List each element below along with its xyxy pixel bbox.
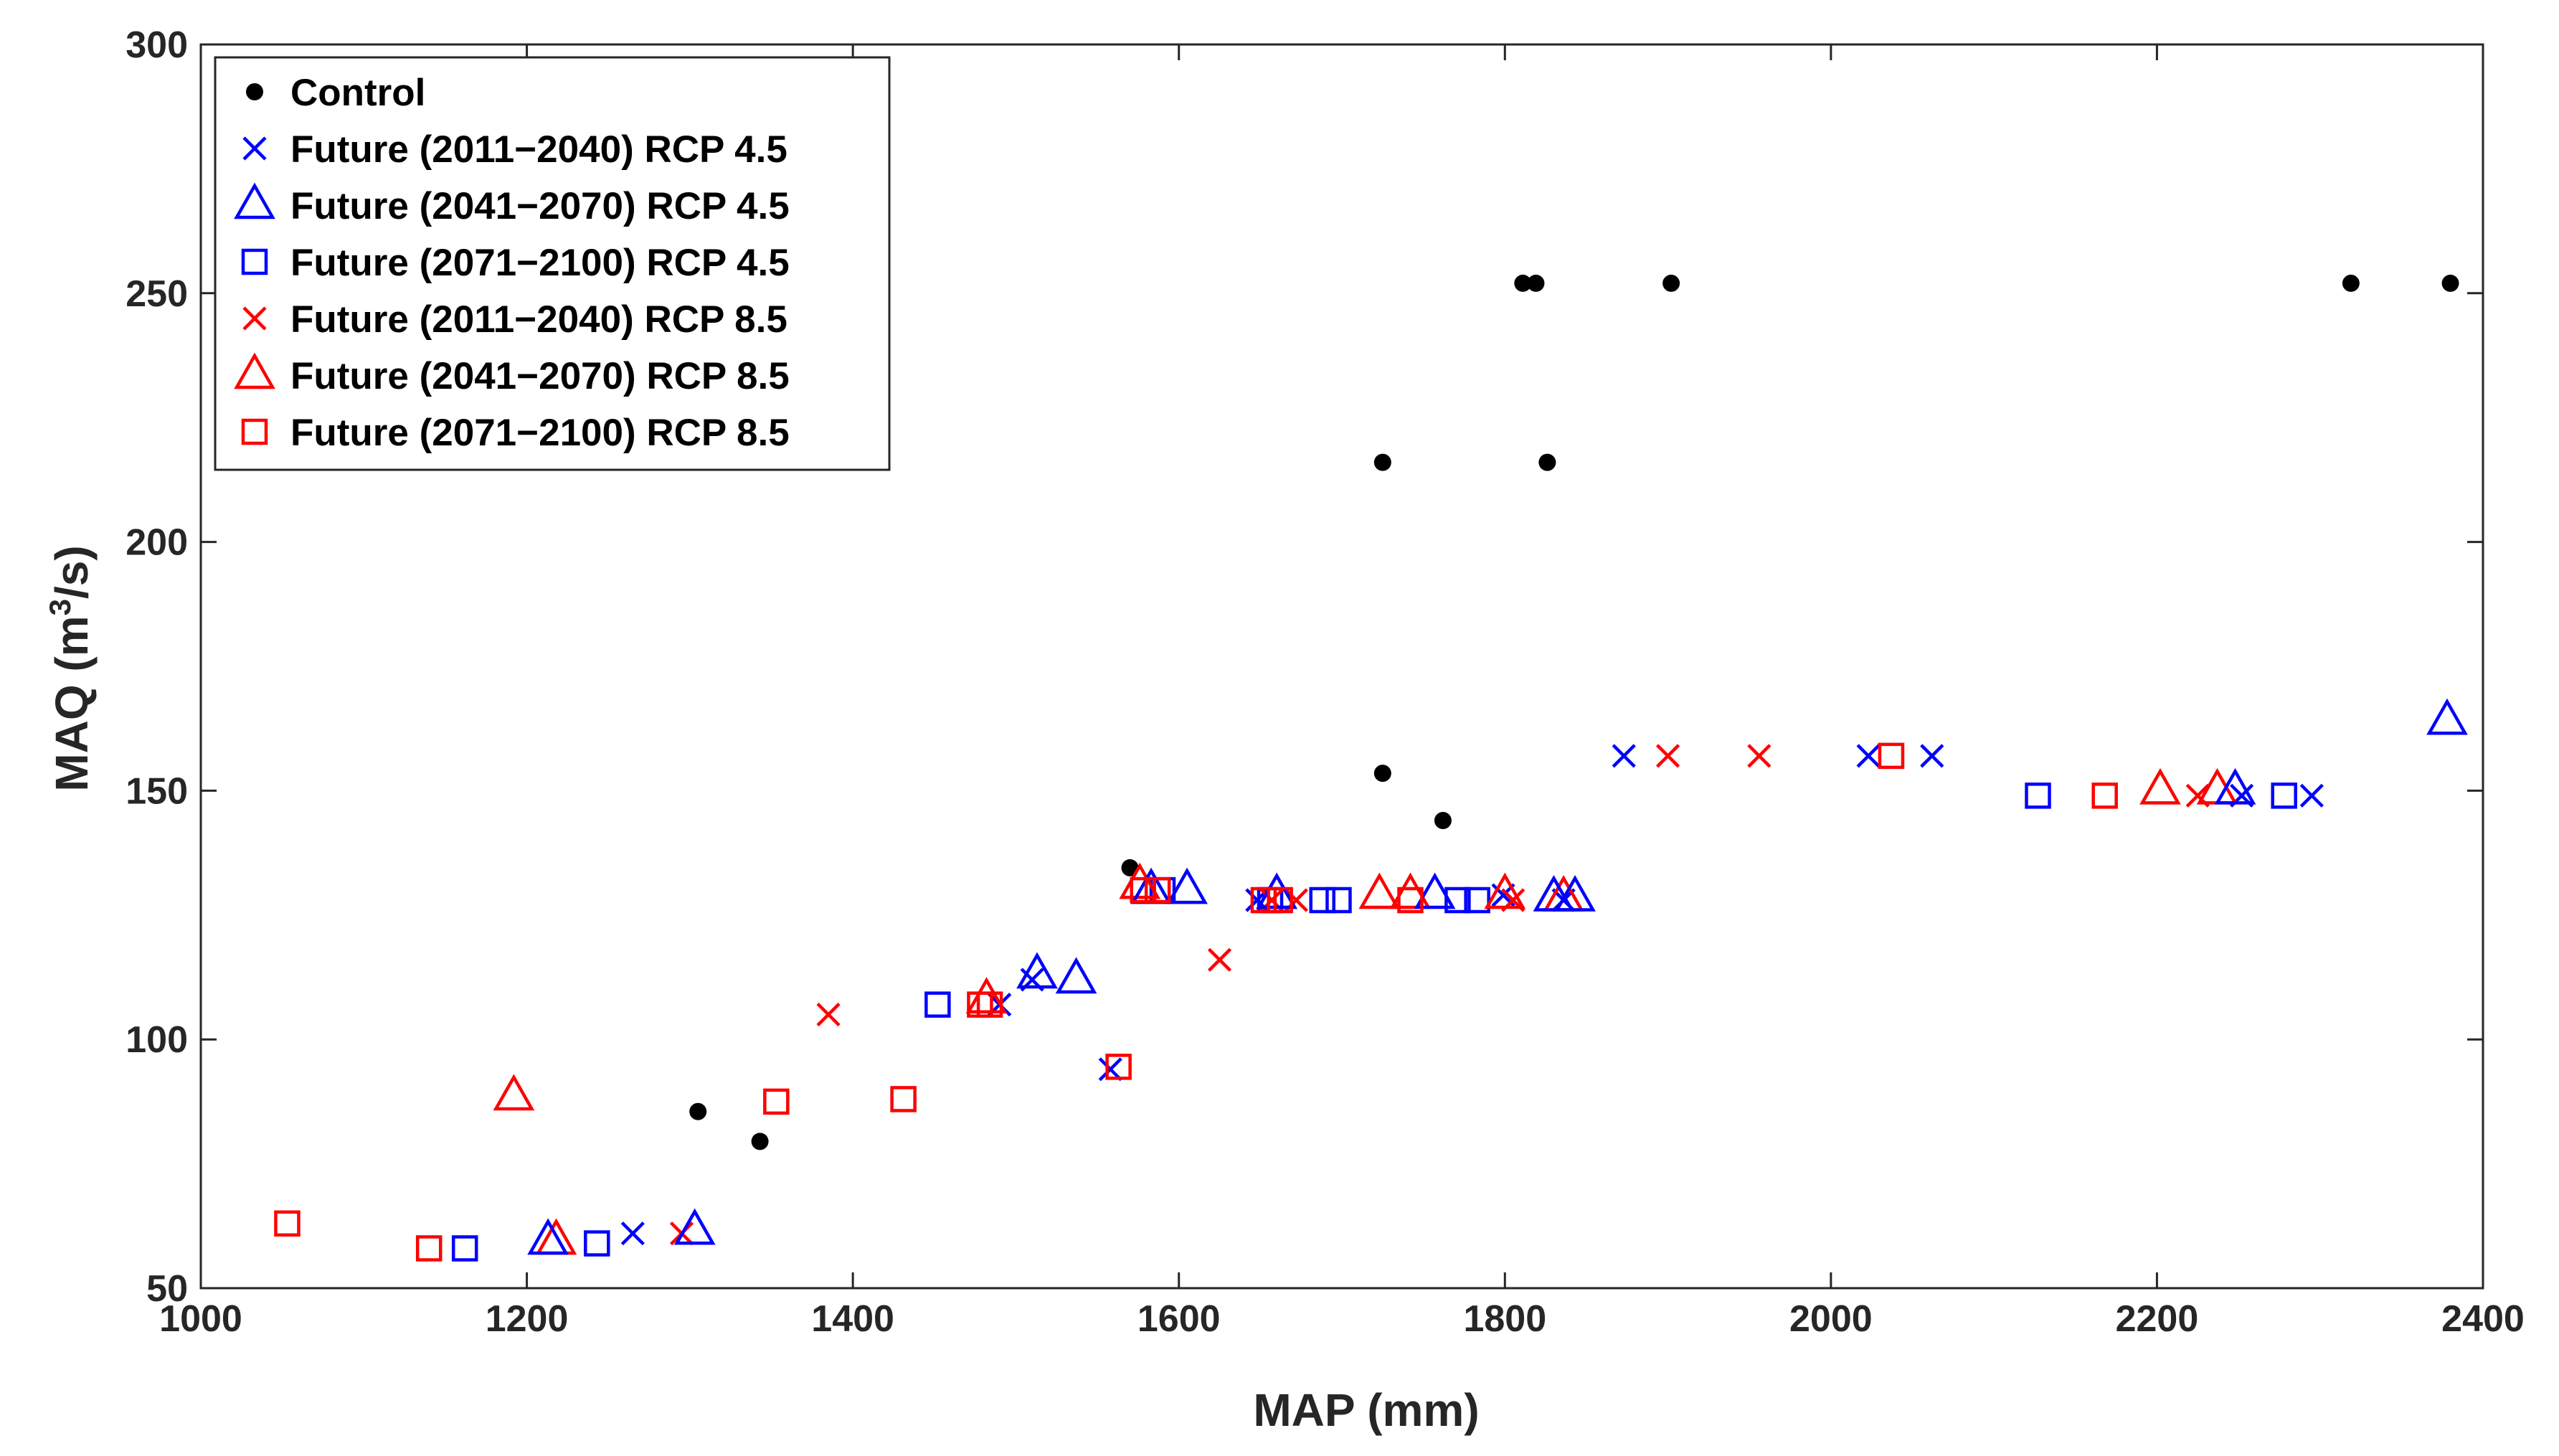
data-point	[2426, 698, 2468, 735]
y-tick-label: 250	[126, 273, 188, 315]
x-tick-label: 1000	[159, 1298, 242, 1340]
x-tick-label: 2200	[2116, 1298, 2199, 1340]
data-point	[1166, 867, 1208, 904]
data-point	[584, 1230, 610, 1257]
data-point	[527, 1218, 569, 1255]
legend: Control Future (2011−2040) RCP 4.5 Future …	[214, 56, 891, 471]
data-point	[1130, 876, 1156, 904]
data-point	[673, 1208, 716, 1245]
y-axis-title: MAQ (m3/s)	[43, 545, 98, 791]
legend-marker	[246, 83, 263, 100]
data-point	[1554, 874, 1596, 912]
data-point	[1207, 947, 1232, 972]
data-point	[1373, 765, 1391, 783]
legend-label: Future (2011−2040) RCP 8.5	[290, 298, 787, 341]
y-axis-title-tail: /s)	[46, 545, 98, 599]
data-point	[976, 991, 1003, 1018]
data-point	[1389, 872, 1432, 909]
legend-label: Future (2041−2070) RCP 8.5	[290, 355, 790, 397]
data-point	[816, 1002, 841, 1027]
data-point	[2441, 274, 2459, 292]
data-point	[1250, 887, 1277, 914]
data-point	[415, 1235, 443, 1262]
data-point	[1121, 859, 1139, 876]
axis-ticks-layer: 1000 1200 1400 1600 1800 2000 2200 2400 50 100 150…	[126, 24, 2525, 1340]
x-tick-label: 1200	[486, 1298, 569, 1340]
data-point	[1267, 887, 1293, 914]
legend-marker	[234, 352, 275, 389]
data-point	[451, 1235, 478, 1262]
data-point	[2025, 783, 2051, 809]
data-point	[1016, 952, 1058, 989]
legend-label: Future (2071−2100) RCP 4.5	[290, 242, 790, 284]
data-point	[890, 1086, 917, 1112]
y-tick-label: 50	[146, 1268, 188, 1310]
data-point	[1325, 887, 1352, 914]
y-tick-label: 300	[126, 24, 188, 66]
data-point	[1878, 742, 1905, 770]
data-point	[1144, 876, 1171, 904]
data-point	[274, 1210, 301, 1237]
data-point	[1414, 872, 1456, 909]
data-point	[1373, 453, 1391, 471]
data-point	[1105, 1054, 1132, 1080]
data-point	[1055, 957, 1097, 994]
legend-label: Future (2071−2100) RCP 8.5	[290, 412, 790, 454]
data-point	[1662, 274, 1680, 292]
data-point	[763, 1088, 790, 1115]
legend-label: Control	[290, 72, 425, 114]
data-point	[924, 991, 951, 1018]
data-point	[1464, 887, 1490, 914]
data-point	[1533, 874, 1575, 912]
data-point	[1309, 887, 1335, 914]
data-point	[1747, 744, 1772, 768]
data-point	[1612, 744, 1636, 768]
legend-marker	[242, 136, 267, 161]
data-point	[1514, 274, 1532, 292]
data-point	[1527, 274, 1545, 292]
legend-marker	[241, 248, 268, 275]
x-axis-title: MAP (mm)	[1253, 1384, 1479, 1436]
y-tick-label: 100	[126, 1019, 188, 1061]
legend-label: Future (2041−2070) RCP 4.5	[290, 185, 790, 227]
x-tick-label: 2400	[2441, 1298, 2525, 1340]
y-tick-label: 150	[126, 770, 188, 812]
data-point	[2299, 783, 2324, 808]
y-axis-title-main: MAQ (m	[46, 615, 98, 791]
legend-label: Future (2011−2040) RCP 4.5	[290, 128, 787, 171]
data-point	[2091, 783, 2118, 809]
data-point	[2271, 783, 2297, 809]
y-tick-label: 200	[126, 522, 188, 564]
legend-marker	[242, 306, 267, 331]
legend-marker	[234, 182, 275, 219]
legend-box	[214, 56, 891, 471]
data-point	[1538, 453, 1556, 471]
data-point	[620, 1221, 645, 1246]
data-point	[1501, 888, 1526, 912]
data-point	[1655, 744, 1680, 768]
data-point	[1920, 744, 1944, 768]
data-point	[1856, 744, 1881, 768]
data-point	[493, 1074, 535, 1111]
y-axis-title-superscript: 3	[43, 599, 77, 615]
data-point	[2139, 767, 2181, 805]
data-points-layer	[274, 274, 2468, 1262]
data-point	[1358, 872, 1401, 909]
legend-marker	[241, 418, 268, 445]
data-point	[1397, 887, 1424, 914]
x-tick-label: 1800	[1463, 1298, 1546, 1340]
x-tick-label: 1600	[1137, 1298, 1221, 1340]
data-point	[1434, 812, 1452, 830]
x-tick-label: 2000	[1789, 1298, 1873, 1340]
data-point	[2185, 783, 2210, 808]
x-tick-label: 1400	[811, 1298, 894, 1340]
data-point	[2342, 274, 2360, 292]
data-point	[1098, 1057, 1122, 1082]
data-point	[1444, 887, 1471, 914]
data-point	[2214, 767, 2256, 805]
data-point	[689, 1102, 707, 1120]
data-point	[751, 1133, 769, 1150]
